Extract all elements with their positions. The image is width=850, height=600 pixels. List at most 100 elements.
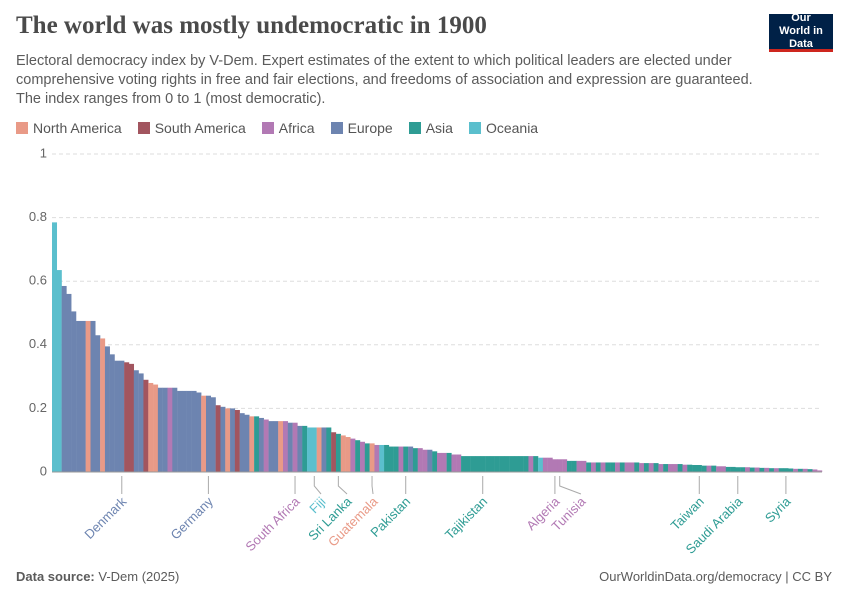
bar <box>52 222 58 472</box>
bar <box>456 454 462 472</box>
bar <box>504 456 510 472</box>
credit[interactable]: OurWorldinData.org/democracy | CC BY <box>599 569 832 584</box>
bar <box>663 464 669 472</box>
y-tick-label: 0.6 <box>29 273 47 288</box>
y-tick-label: 1 <box>40 145 47 160</box>
bar <box>817 470 823 472</box>
bar <box>398 446 404 472</box>
bar <box>186 390 192 472</box>
bar <box>374 444 380 472</box>
bar <box>605 462 611 472</box>
bar <box>379 444 385 472</box>
bar <box>384 444 390 472</box>
bar <box>119 360 125 472</box>
bar <box>514 456 520 472</box>
bar <box>509 456 515 472</box>
bar <box>566 460 572 472</box>
legend-item[interactable]: Africa <box>261 120 315 136</box>
bar <box>90 320 96 472</box>
bar <box>172 387 178 472</box>
bar <box>600 462 606 472</box>
bar <box>619 462 625 472</box>
bar <box>745 467 751 472</box>
legend-item[interactable]: North America <box>16 120 122 136</box>
x-tick-label: Syria <box>762 493 794 525</box>
legend-label: Europe <box>347 120 393 136</box>
bar <box>648 463 654 472</box>
bar <box>268 421 274 472</box>
legend-swatch <box>137 122 150 134</box>
bar <box>206 395 212 472</box>
legend-item[interactable]: Asia <box>408 120 453 136</box>
bar <box>249 416 255 472</box>
subtitle: Electoral democracy index by V-Dem. Expe… <box>16 53 753 107</box>
bar <box>220 406 226 472</box>
bar <box>153 384 159 472</box>
bar <box>100 338 106 472</box>
legend-swatch <box>408 122 421 134</box>
x-tick-label: Germany <box>168 494 217 543</box>
legend-item[interactable]: South America <box>137 120 246 136</box>
bar <box>615 462 621 472</box>
legend-label: North America <box>33 120 122 136</box>
bar <box>345 437 351 472</box>
bar <box>422 449 428 472</box>
legend-item[interactable]: Oceania <box>468 120 539 136</box>
y-tick-label: 0.4 <box>29 336 47 351</box>
bar <box>273 421 279 472</box>
bar <box>446 452 452 472</box>
bar <box>668 464 674 472</box>
bar <box>711 465 717 472</box>
bar <box>542 457 548 472</box>
logo[interactable]: Our World in Data <box>769 12 833 52</box>
legend-label: Oceania <box>485 120 539 136</box>
bar <box>427 449 433 472</box>
legend-item[interactable]: Europe <box>330 120 393 136</box>
bar <box>485 456 491 472</box>
legend-swatch <box>468 122 481 134</box>
legend-label: South America <box>154 120 246 136</box>
source-text: V-Dem (2025) <box>98 569 180 584</box>
bar <box>629 462 635 472</box>
x-tick-label: Denmark <box>81 494 129 542</box>
bar <box>538 457 544 472</box>
bar <box>769 468 775 472</box>
bar <box>302 425 308 472</box>
bar <box>210 397 216 472</box>
bar <box>148 382 154 472</box>
bar <box>634 462 640 472</box>
bar <box>201 395 207 472</box>
bar <box>793 468 799 472</box>
bar <box>557 459 563 472</box>
bar <box>432 451 438 472</box>
bar <box>672 464 678 472</box>
bar <box>764 467 770 472</box>
chart-title: The world was mostly undemocratic in 190… <box>16 12 487 39</box>
bar <box>143 379 149 472</box>
bar <box>254 416 260 472</box>
bar <box>321 427 327 472</box>
bar <box>759 467 765 472</box>
bar <box>129 363 135 472</box>
bar <box>581 460 587 472</box>
bar <box>133 370 139 472</box>
bar <box>552 459 558 472</box>
bar <box>417 448 423 472</box>
bar <box>523 456 529 472</box>
source: Data source: V-Dem (2025) <box>16 569 179 584</box>
y-tick-label: 0.2 <box>29 400 47 415</box>
bar <box>658 464 664 472</box>
source-label: Data source: <box>16 569 95 584</box>
bar <box>797 468 803 472</box>
bar <box>576 460 582 472</box>
bar <box>783 468 789 472</box>
bar <box>754 467 760 472</box>
bar <box>470 456 476 472</box>
bar <box>692 465 698 472</box>
legend-label: Asia <box>425 120 453 136</box>
bar <box>528 456 534 472</box>
bar <box>316 427 322 472</box>
bar <box>167 387 173 472</box>
